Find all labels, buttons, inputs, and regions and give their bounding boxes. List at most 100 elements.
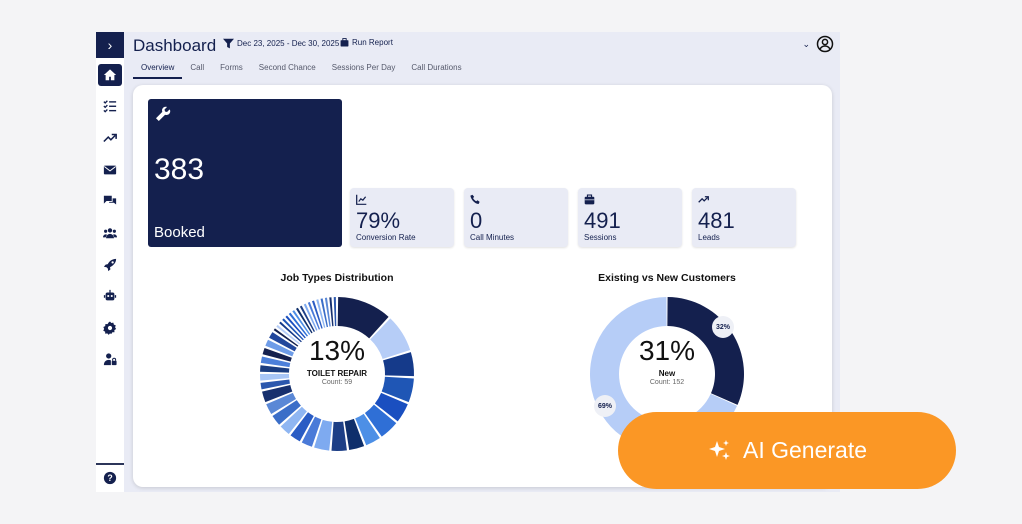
donut-slice[interactable]: [272, 400, 301, 425]
booked-value: 383: [154, 153, 205, 186]
donut-slice[interactable]: [260, 379, 290, 390]
donut-slice[interactable]: [282, 318, 304, 341]
tab-call[interactable]: Call: [190, 63, 205, 72]
trending-up-icon: [103, 133, 117, 143]
donut-slice[interactable]: [262, 347, 292, 362]
booked-tile: 383 Booked: [148, 99, 342, 247]
stat-value: 0: [470, 208, 483, 233]
stat-value: 481: [698, 208, 735, 233]
donut-slice[interactable]: [383, 352, 414, 377]
donut-slice[interactable]: [344, 418, 365, 451]
donut-slice[interactable]: [307, 301, 321, 330]
ai-generate-button[interactable]: AI Generate: [618, 412, 956, 489]
donut-slice[interactable]: [303, 303, 318, 331]
tab-overview[interactable]: Overview: [133, 60, 183, 79]
donut-slice[interactable]: [280, 406, 307, 434]
donut-slice[interactable]: [288, 312, 308, 337]
donut-slice[interactable]: [292, 310, 311, 335]
donut-slice[interactable]: [296, 307, 313, 334]
donut-slice[interactable]: [265, 339, 295, 357]
customers-center-label: 31% New Count: 152: [617, 335, 717, 386]
donut-slice[interactable]: [273, 328, 299, 347]
sidebar-item-team[interactable]: [98, 222, 122, 244]
date-range-text: Dec 23, 2025 - Dec 30, 2025: [237, 39, 340, 48]
donut-slice[interactable]: [320, 298, 329, 328]
sidebar-item-tasks[interactable]: [98, 95, 122, 117]
mail-icon: [103, 165, 117, 175]
donut-slice[interactable]: [337, 297, 389, 339]
donut-slice[interactable]: [301, 416, 322, 447]
svg-text:?: ?: [107, 473, 112, 483]
donut-slice[interactable]: [364, 404, 397, 437]
sidebar-item-bots[interactable]: [98, 285, 122, 307]
customers-center-name: New: [658, 369, 676, 378]
donut-slice[interactable]: [276, 324, 301, 345]
donut-slice[interactable]: [324, 297, 331, 327]
wrench-icon: [156, 106, 171, 121]
donut-slice[interactable]: [370, 318, 411, 360]
chat-icon: [103, 195, 117, 205]
stat-conversion-rate: 79% Conversion Rate: [350, 188, 454, 247]
customers-center-percent: 31%: [638, 335, 696, 366]
tab-second-chance[interactable]: Second Chance: [258, 63, 316, 72]
donut-slice[interactable]: [333, 297, 337, 327]
briefcase-icon: [584, 194, 595, 205]
donut-slice[interactable]: [266, 392, 297, 415]
sidebar-item-settings[interactable]: [98, 317, 122, 339]
run-report-label: Run Report: [352, 38, 393, 47]
stat-value: 79%: [356, 208, 401, 233]
donut-slice[interactable]: [381, 376, 414, 403]
rocket-icon: [103, 258, 117, 272]
run-report-button[interactable]: Run Report: [340, 38, 393, 47]
users-icon: [103, 228, 117, 239]
donut-slice[interactable]: [290, 412, 314, 442]
sidebar-item-analytics[interactable]: [98, 127, 122, 149]
booked-label: Booked: [154, 224, 205, 241]
stat-label: Sessions: [584, 233, 617, 242]
donut-slice[interactable]: [269, 332, 297, 352]
job-types-chart-title: Job Types Distribution: [280, 272, 394, 284]
date-range-filter[interactable]: Dec 23, 2025 - Dec 30, 2025: [223, 38, 339, 49]
tab-sessions-per-day[interactable]: Sessions Per Day: [331, 63, 396, 72]
sidebar-toggle-button[interactable]: ›: [96, 32, 124, 58]
tab-forms[interactable]: Forms: [220, 63, 243, 72]
chevron-down-icon[interactable]: ⌄: [802, 38, 810, 49]
donut-slice[interactable]: [262, 384, 293, 403]
gear-icon: [103, 321, 117, 335]
job-types-center-name: TOILET REPAIR: [306, 369, 368, 378]
donut-slice[interactable]: [374, 392, 408, 422]
customers-existing-percent-badge: 69%: [594, 395, 616, 417]
job-types-donut-chart[interactable]: [245, 282, 429, 466]
donut-slice[interactable]: [316, 299, 326, 328]
ai-generate-label: AI Generate: [742, 437, 868, 463]
donut-slice[interactable]: [260, 374, 290, 381]
sidebar-item-admin[interactable]: [98, 348, 122, 370]
donut-slice[interactable]: [329, 297, 334, 327]
sidebar-item-home[interactable]: [98, 64, 122, 86]
customers-new-percent-badge: 32%: [712, 316, 734, 338]
help-icon: ?: [103, 471, 117, 485]
sidebar-item-chat[interactable]: [98, 190, 122, 212]
robot-icon: [103, 289, 117, 301]
donut-slice[interactable]: [260, 365, 290, 373]
donut-slice[interactable]: [314, 419, 333, 451]
tab-call-durations[interactable]: Call Durations: [411, 63, 462, 72]
sidebar-divider: [96, 463, 124, 465]
sidebar: › ?: [96, 32, 124, 492]
donut-slice[interactable]: [285, 315, 306, 339]
stat-label: Call Minutes: [470, 233, 515, 242]
stat-leads: 481 Leads: [692, 188, 796, 247]
sidebar-item-campaigns[interactable]: [98, 254, 122, 276]
donut-slice[interactable]: [355, 413, 380, 446]
donut-slice[interactable]: [260, 356, 291, 368]
donut-slice[interactable]: [299, 305, 315, 332]
stat-sessions: 491 Sessions: [578, 188, 682, 247]
sidebar-item-mail[interactable]: [98, 159, 122, 181]
donut-slice[interactable]: [331, 421, 347, 451]
user-avatar-icon[interactable]: [816, 35, 834, 53]
job-types-center-count: Count: 59: [321, 379, 353, 386]
sidebar-item-help[interactable]: ?: [98, 467, 122, 489]
donut-slice[interactable]: [311, 300, 323, 329]
customers-center-count: Count: 152: [649, 379, 685, 386]
donut-slice[interactable]: [279, 321, 302, 343]
